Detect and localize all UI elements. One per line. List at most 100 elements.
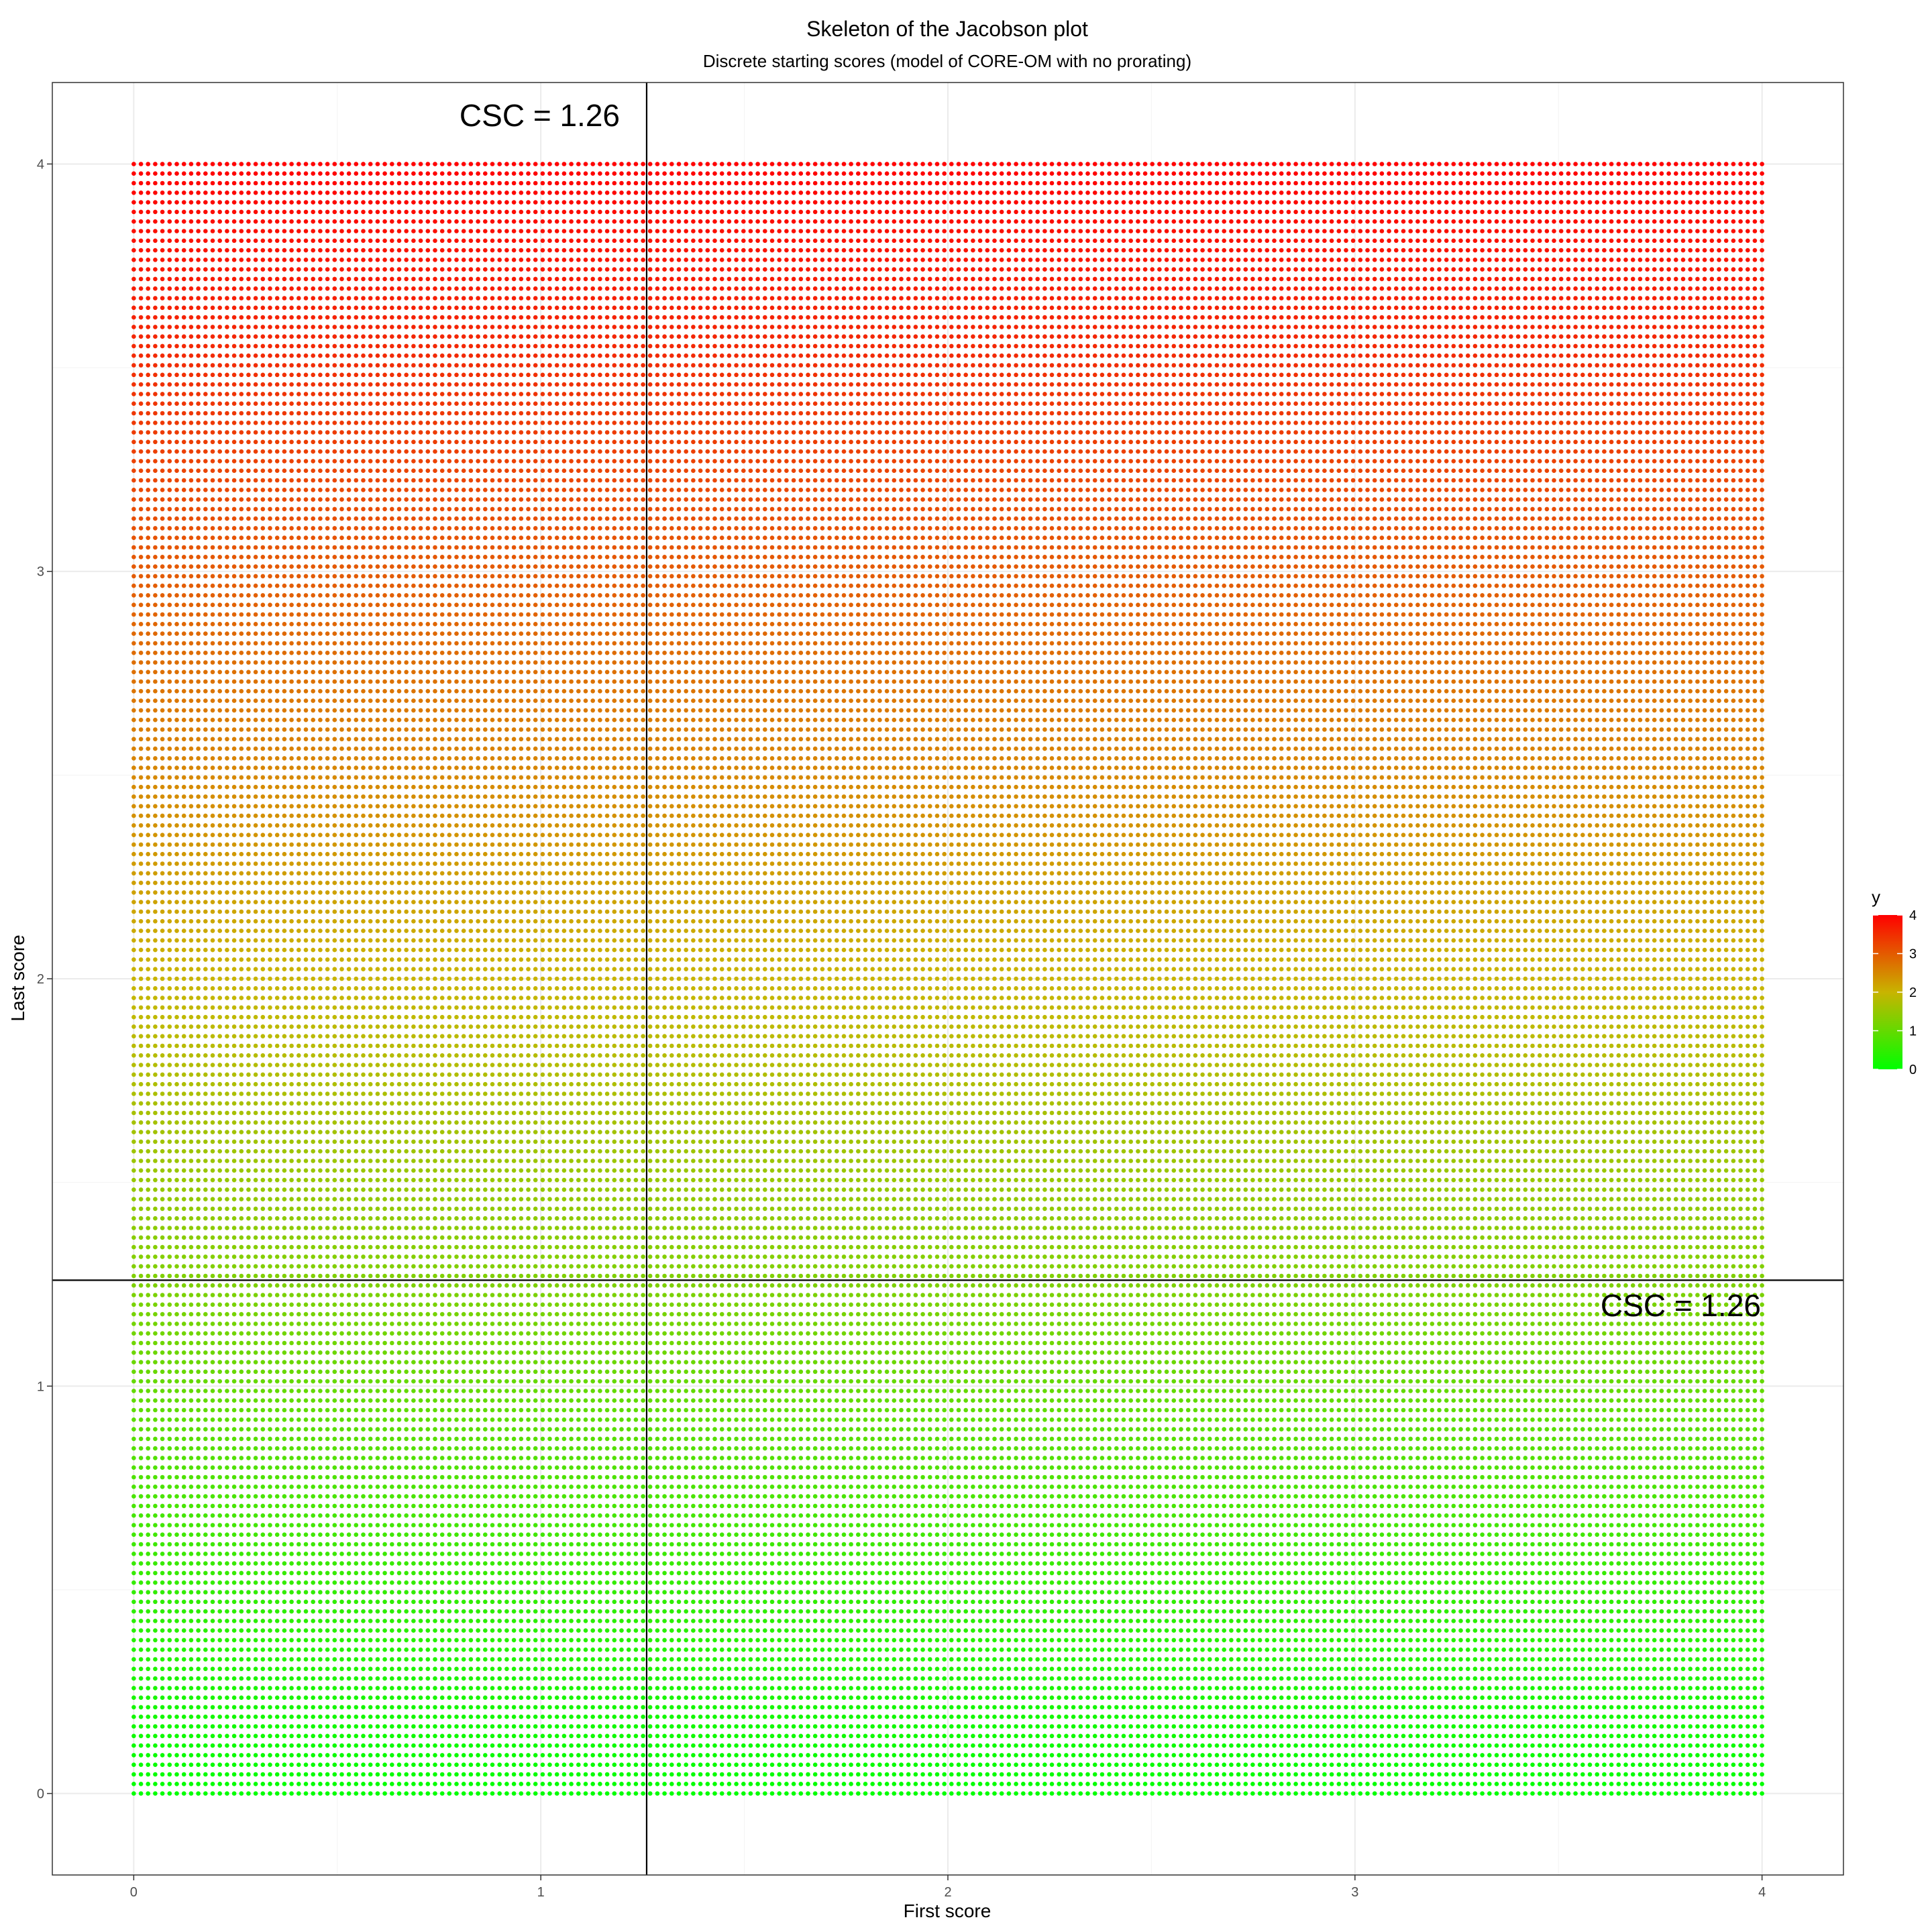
scatter-point [454,1628,459,1633]
scatter-point [662,1638,667,1643]
scatter-point [541,1782,545,1786]
scatter-point [203,1676,208,1681]
scatter-point [1387,1762,1391,1767]
scatter-point [799,1705,804,1710]
scatter-point [1035,1648,1040,1652]
scatter-point [634,1667,639,1672]
scatter-point [1057,1686,1061,1690]
scatter-point [1373,1724,1377,1729]
scatter-point [992,1715,997,1719]
scatter-point [1150,1724,1155,1729]
scatter-point [1165,1676,1169,1681]
scatter-point [1085,1743,1090,1748]
scatter-point [203,1724,208,1729]
scatter-point [1150,1791,1155,1796]
scatter-point [447,1676,452,1681]
scatter-point [655,1619,660,1623]
scatter-point [211,1667,215,1672]
scatter-point [971,1734,975,1739]
scatter-point [454,1772,459,1777]
scatter-point [605,1762,610,1767]
scatter-point [1645,1695,1650,1700]
scatter-point [835,1667,839,1672]
scatter-point [1487,1734,1492,1739]
scatter-point [1287,1667,1291,1672]
scatter-point [1186,1657,1191,1662]
scatter-point [333,1762,337,1767]
scatter-point [1215,1734,1220,1739]
scatter-point [275,1628,280,1633]
scatter-point [196,1619,201,1623]
scatter-point [569,1667,574,1672]
scatter-point [1287,1762,1291,1767]
scatter-point [318,1628,323,1633]
scatter-point [1609,1705,1614,1710]
scatter-point [892,1753,897,1758]
scatter-point [712,1686,717,1690]
scatter-point [1293,1686,1298,1690]
scatter-point [419,1667,423,1672]
scatter-point [1703,1734,1707,1739]
scatter-point [497,1667,502,1672]
scatter-point [784,1676,789,1681]
scatter-point [397,1667,402,1672]
scatter-point [1473,1686,1478,1690]
scatter-point [669,1715,674,1719]
scatter-point [1265,1648,1270,1652]
scatter-point [870,1686,875,1690]
scatter-point [712,1638,717,1643]
scatter-point [1695,1791,1700,1796]
scatter-point [706,1753,710,1758]
scatter-point [1071,1638,1076,1643]
scatter-point [677,1619,682,1623]
scatter-point [390,1695,394,1700]
scatter-point [1000,1657,1004,1662]
scatter-point [168,1609,172,1614]
scatter-point [440,1724,445,1729]
scatter-point [497,1734,502,1739]
scatter-point [1538,1724,1542,1729]
scatter-point [720,1791,724,1796]
scatter-point [906,1676,911,1681]
scatter-point [1042,1695,1047,1700]
scatter-point [1573,1619,1578,1623]
scatter-point [1710,1715,1715,1719]
scatter-point [870,1743,875,1748]
scatter-point [1724,1695,1729,1700]
scatter-point [1050,1648,1055,1652]
scatter-point [906,1782,911,1786]
scatter-point [1358,1724,1363,1729]
scatter-point [1358,1772,1363,1777]
scatter-point [1258,1686,1263,1690]
scatter-point [1337,1638,1342,1643]
scatter-point [792,1648,796,1652]
scatter-point [1150,1695,1155,1700]
scatter-point [799,1667,804,1672]
scatter-point [1236,1734,1241,1739]
scatter-point [1609,1648,1614,1652]
scatter-point [820,1628,825,1633]
scatter-point [584,1724,588,1729]
scatter-point [1760,1657,1764,1662]
scatter-point [1057,1753,1061,1758]
scatter-point [555,1667,559,1672]
scatter-point [1710,1686,1715,1690]
scatter-point [1623,1791,1628,1796]
scatter-point [1695,1686,1700,1690]
scatter-point [870,1638,875,1643]
scatter-point [820,1724,825,1729]
scatter-point [870,1648,875,1652]
scatter-point [792,1638,796,1643]
scatter-point [1208,1734,1212,1739]
scatter-point [318,1619,323,1623]
scatter-point [1064,1638,1069,1643]
scatter-point [1085,1705,1090,1710]
scatter-point [1487,1715,1492,1719]
scatter-point [232,1628,237,1633]
scatter-point [512,1657,517,1662]
scatter-point [1351,1724,1356,1729]
scatter-point [211,1676,215,1681]
scatter-point [419,1753,423,1758]
scatter-point [1193,1638,1198,1643]
scatter-point [1279,1753,1284,1758]
